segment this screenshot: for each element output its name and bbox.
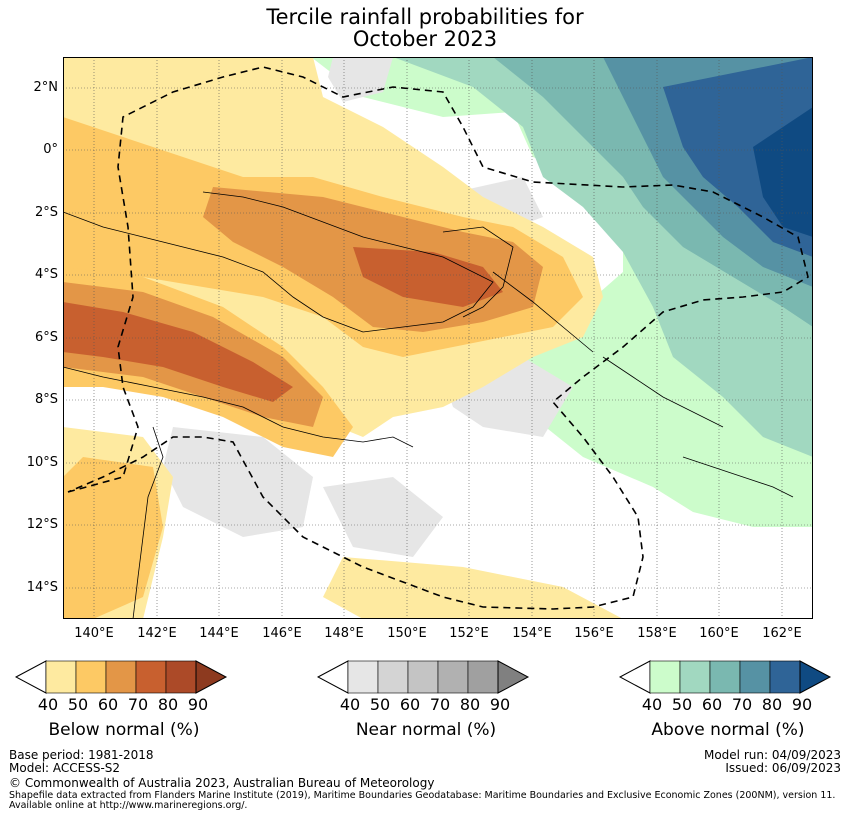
colorbar-1-bin-5 <box>467 660 499 694</box>
cb-near-tick-80: 80 <box>459 695 481 714</box>
near-normal-patch-5 <box>323 477 443 557</box>
colorbar-2-bin-4 <box>739 660 771 694</box>
cb-near-tick-40: 40 <box>339 695 361 714</box>
map-border <box>63 57 813 619</box>
colorbar-0-bin-5 <box>165 660 197 694</box>
cb-near-tick-50: 50 <box>369 695 391 714</box>
cb-above-tick-50: 50 <box>671 695 693 714</box>
shapefile-credit-line1: Shapefile data extracted from Flanders M… <box>9 790 836 801</box>
colorbar-1-bin-2 <box>377 660 409 694</box>
colorbar-1-bin-3 <box>407 660 439 694</box>
lon-label-146e: 146°E <box>262 626 302 641</box>
lon-label-160e: 160°E <box>699 626 739 641</box>
lat-label-0: 0° <box>43 142 58 157</box>
colorbar-2-high-arrow <box>799 660 832 694</box>
below-normal-80-central <box>353 247 503 307</box>
colorbar-1-bin-1 <box>347 660 379 694</box>
colorbar-0-bin-1 <box>45 660 77 694</box>
colorbar-2-low-arrow <box>619 660 651 694</box>
chart-title-line2: October 2023 <box>352 27 498 51</box>
lat-label-2s: 2°S <box>34 205 58 220</box>
cb-above-tick-90: 90 <box>791 695 813 714</box>
cb-below-tick-90: 90 <box>187 695 209 714</box>
lat-label-10s: 10°S <box>26 455 58 470</box>
cb-above-tick-60: 60 <box>701 695 723 714</box>
lon-label-152e: 152°E <box>449 626 489 641</box>
cb-near-tick-60: 60 <box>399 695 421 714</box>
lon-label-150e: 150°E <box>387 626 427 641</box>
lat-label-6s: 6°S <box>34 330 58 345</box>
cb-below-tick-50: 50 <box>67 695 89 714</box>
colorbar-1-bin-4 <box>437 660 469 694</box>
cb-above-tick-40: 40 <box>641 695 663 714</box>
colorbar-2-bin-1 <box>649 660 681 694</box>
colorbar-2-bin-5 <box>769 660 801 694</box>
issued-date: Issued: 06/09/2023 <box>725 761 841 775</box>
cb-below-tick-70: 70 <box>127 695 149 714</box>
colorbar-0-high-arrow <box>195 660 228 694</box>
lon-label-154e: 154°E <box>512 626 552 641</box>
colorbar-0-bin-2 <box>75 660 107 694</box>
colorbar-above-normal-label: Above normal (%) <box>651 720 805 740</box>
lat-label-8s: 8°S <box>34 392 58 407</box>
colorbar-2-bin-2 <box>679 660 711 694</box>
colorbar-above-normal <box>619 660 832 694</box>
lat-label-2n: 2°N <box>33 80 59 95</box>
model-run: Model run: 04/09/2023 <box>703 748 841 762</box>
lon-label-148e: 148°E <box>324 626 364 641</box>
grid-lines <box>63 57 813 619</box>
lat-label-12s: 12°S <box>26 517 58 532</box>
colorbar-below-normal <box>15 660 228 694</box>
colorbar-below-normal-label: Below normal (%) <box>48 720 200 740</box>
colorbar-1-low-arrow <box>317 660 349 694</box>
lat-label-4s: 4°S <box>34 267 58 282</box>
eez-boundary <box>67 66 809 610</box>
lon-label-144e: 144°E <box>199 626 239 641</box>
probability-map <box>63 57 813 619</box>
below-normal-50-se <box>323 557 623 619</box>
colorbar-near-normal-label: Near normal (%) <box>355 720 497 740</box>
base-period: Base period: 1981-2018 <box>9 748 154 762</box>
cb-near-tick-70: 70 <box>429 695 451 714</box>
chart-title-line1: Tercile rainfall probabilities for <box>266 5 584 29</box>
cb-above-tick-80: 80 <box>761 695 783 714</box>
model-name: Model: ACCESS-S2 <box>9 761 121 775</box>
cb-below-tick-40: 40 <box>37 695 59 714</box>
cb-below-tick-80: 80 <box>157 695 179 714</box>
lat-label-14s: 14°S <box>26 580 58 595</box>
cb-near-tick-90: 90 <box>489 695 511 714</box>
near-normal-patch-3 <box>163 427 313 537</box>
below-normal-80 <box>63 302 293 402</box>
colorbar-0-bin-3 <box>105 660 137 694</box>
cb-below-tick-60: 60 <box>97 695 119 714</box>
colorbar-1-high-arrow <box>497 660 530 694</box>
lon-label-156e: 156°E <box>574 626 614 641</box>
colorbar-2-bin-3 <box>709 660 741 694</box>
lon-label-162e: 162°E <box>762 626 802 641</box>
copyright: © Commonwealth of Australia 2023, Austra… <box>9 776 435 790</box>
lon-label-158e: 158°E <box>637 626 677 641</box>
shapefile-credit-line2: Available online at http://www.marinereg… <box>9 800 248 811</box>
colorbar-0-low-arrow <box>15 660 47 694</box>
coastlines <box>63 191 794 619</box>
colorbar-near-normal <box>317 660 530 694</box>
cb-above-tick-70: 70 <box>731 695 753 714</box>
lon-label-142e: 142°E <box>137 626 177 641</box>
lon-label-140e: 140°E <box>74 626 114 641</box>
above-normal-90 <box>753 107 813 237</box>
colorbar-0-bin-4 <box>135 660 167 694</box>
